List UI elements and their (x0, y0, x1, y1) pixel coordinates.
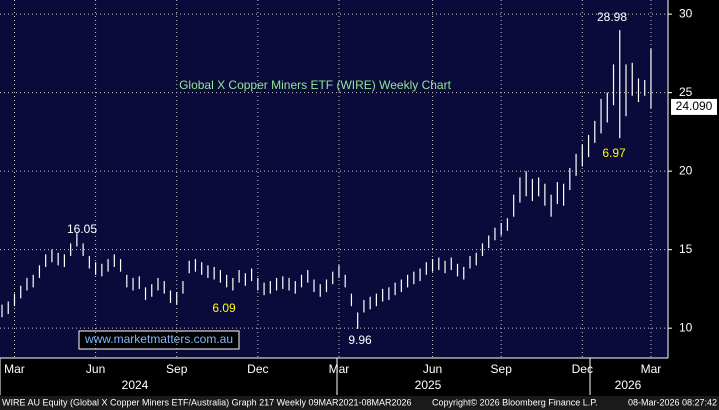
chart-title: Global X Copper Miners ETF (WIRE) Weekly… (179, 78, 452, 92)
footer-bar (0, 396, 719, 410)
last-price-box (671, 98, 717, 115)
annotation: 9.96 (348, 333, 372, 347)
year-label: 2024 (122, 378, 149, 392)
x-tick-label: Mar (329, 362, 350, 376)
year-label: 2026 (615, 378, 642, 392)
x-tick-label: Dec (247, 362, 268, 376)
y-tick-label: 15 (679, 242, 693, 256)
y-tick-label: 20 (679, 163, 693, 177)
y-tick-label: 30 (679, 6, 693, 20)
footer: WIRE AU Equity (Global X Copper Miners E… (2, 397, 412, 407)
x-tick-label: Mar (641, 362, 662, 376)
y-tick-label: 10 (679, 320, 693, 334)
x-tick-label: Mar (4, 362, 25, 376)
timestamp: 08-Mar-2026 08:27:42 (628, 397, 717, 407)
x-tick-label: Sep (166, 362, 188, 376)
watermark: www.marketmatters.com.au (84, 332, 233, 346)
year-label: 2025 (415, 378, 442, 392)
annotation: 16.05 (67, 222, 97, 236)
annotation: 6.09 (212, 301, 236, 315)
copyright: Copyright© 2026 Bloomberg Finance L.P. (432, 397, 598, 407)
x-tick-label: Jun (423, 362, 442, 376)
y-tick-label: 25 (679, 85, 693, 99)
x-tick-label: Sep (491, 362, 513, 376)
x-tick-label: Dec (572, 362, 593, 376)
watermark-box (78, 330, 240, 350)
plot-area (0, 0, 668, 358)
annotation: 6.97 (602, 146, 626, 160)
annotation: 28.98 (597, 10, 627, 24)
x-tick-label: Jun (86, 362, 105, 376)
y-axis-area (668, 0, 719, 358)
last-price-label: 24.090 (676, 99, 713, 113)
